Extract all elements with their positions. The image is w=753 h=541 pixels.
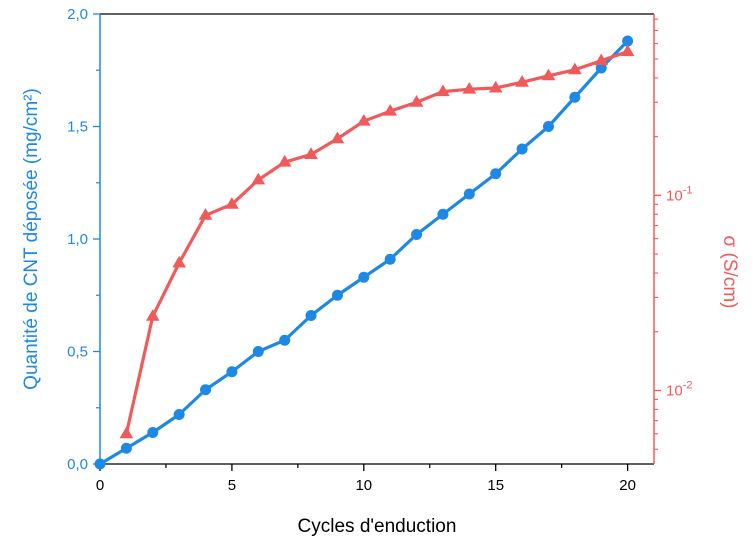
left-y-tick-label: 0,0 bbox=[67, 456, 88, 473]
data-point-triangle bbox=[541, 68, 556, 81]
left-y-tick-label: 1,0 bbox=[67, 231, 88, 248]
x-tick-label: 10 bbox=[355, 477, 372, 494]
data-point-circle bbox=[120, 442, 132, 454]
right-y-tick-label: 10-2 bbox=[666, 379, 692, 399]
data-point-triangle bbox=[251, 172, 266, 185]
data-point-circle bbox=[252, 346, 264, 357]
data-point-circle bbox=[94, 458, 106, 470]
data-point-triangle bbox=[356, 113, 371, 126]
data-point-triangle bbox=[515, 75, 529, 87]
left-y-tick-label: 2,0 bbox=[67, 6, 88, 23]
series-line-left bbox=[99, 39, 629, 466]
data-point-triangle bbox=[409, 95, 424, 107]
data-point-circle bbox=[516, 143, 528, 155]
data-point-circle bbox=[358, 271, 370, 283]
data-point-circle bbox=[411, 229, 423, 240]
x-axis-title: Cycles d'enduction bbox=[298, 516, 457, 537]
data-point-circle bbox=[305, 310, 317, 321]
x-tick-label: 0 bbox=[96, 477, 104, 494]
data-point-triangle bbox=[568, 62, 582, 75]
data-point-circle bbox=[384, 253, 396, 265]
data-point-circle bbox=[463, 188, 475, 200]
data-point-triangle bbox=[304, 147, 318, 159]
series-left bbox=[94, 35, 634, 470]
data-point-circle bbox=[226, 366, 238, 378]
data-point-circle bbox=[331, 289, 343, 301]
data-point-circle bbox=[200, 384, 212, 396]
series-line-right bbox=[124, 50, 629, 435]
plot-area bbox=[99, 13, 655, 465]
data-point-circle bbox=[437, 208, 449, 220]
series-right bbox=[119, 44, 635, 439]
x-tick-label: 20 bbox=[619, 477, 636, 494]
data-point-triangle bbox=[198, 208, 213, 220]
data-point-triangle bbox=[488, 80, 503, 93]
left-y-tick-label: 0,5 bbox=[67, 344, 88, 361]
data-point-circle bbox=[173, 409, 185, 420]
data-point-circle bbox=[542, 121, 554, 132]
x-tick-label: 15 bbox=[487, 477, 504, 494]
data-point-triangle bbox=[383, 103, 398, 116]
data-point-triangle bbox=[620, 44, 635, 57]
data-point-triangle bbox=[277, 154, 292, 167]
data-point-triangle bbox=[462, 81, 477, 94]
left-y-axis-title: Quantité de CNT déposée (mg/cm²) bbox=[21, 88, 42, 390]
data-point-triangle bbox=[436, 84, 450, 97]
data-point-triangle bbox=[119, 426, 134, 439]
data-point-triangle bbox=[225, 197, 239, 209]
data-point-circle bbox=[595, 62, 607, 74]
left-y-tick-label: 1,5 bbox=[67, 119, 88, 136]
data-point-circle bbox=[279, 334, 291, 346]
right-y-axis-title: σ (S/cm) bbox=[719, 236, 740, 309]
data-point-triangle bbox=[594, 53, 609, 66]
data-point-triangle bbox=[172, 255, 186, 268]
data-point-circle bbox=[490, 168, 502, 180]
data-point-circle bbox=[569, 91, 581, 103]
right-y-tick-label: 10-1 bbox=[666, 184, 692, 204]
data-point-triangle bbox=[145, 309, 160, 321]
data-point-circle bbox=[147, 427, 159, 438]
data-point-triangle bbox=[330, 131, 345, 144]
data-point-circle bbox=[622, 35, 634, 47]
x-tick-label: 5 bbox=[228, 477, 236, 494]
